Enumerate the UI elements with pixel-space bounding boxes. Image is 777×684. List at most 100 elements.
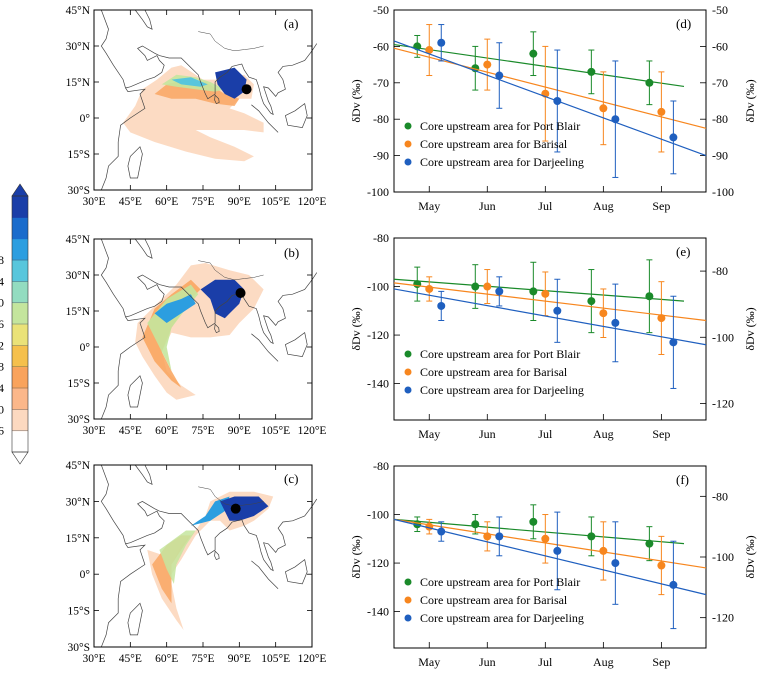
- lat-label: 30°N: [66, 496, 91, 508]
- x-tick-label: May: [418, 427, 440, 441]
- x-tick-label: Sep: [652, 655, 670, 669]
- data-point: [611, 115, 620, 124]
- lon-label: 105°E: [261, 653, 290, 665]
- lat-label: 45°N: [66, 234, 91, 246]
- panel-label: (b): [284, 245, 299, 260]
- lat-label: 15°S: [68, 606, 91, 618]
- lon-label: 105°E: [261, 425, 290, 437]
- data-point: [495, 532, 504, 541]
- lat-label: 30°N: [66, 41, 91, 53]
- lon-label: 90°E: [228, 653, 251, 665]
- legend-label: Core upstream area for Barisal: [420, 365, 568, 379]
- lat-label: 15°S: [68, 378, 91, 390]
- lat-label: 0°: [80, 342, 91, 354]
- colorbar-segment: [12, 238, 28, 261]
- data-point: [587, 532, 596, 541]
- legend-label: Core upstream area for Barisal: [420, 593, 568, 607]
- right-y-tick-label: -90: [712, 149, 728, 163]
- data-point: [587, 67, 596, 76]
- lat-label: 15°N: [66, 306, 91, 318]
- colorbar-segment: [12, 281, 28, 304]
- data-point: [657, 314, 666, 323]
- data-point: [483, 532, 492, 541]
- data-point: [669, 580, 678, 589]
- right-y-tick-label: -120: [712, 396, 734, 410]
- data-point: [611, 559, 620, 568]
- x-tick-label: May: [418, 655, 440, 669]
- africa-arabia-coast: [100, 238, 146, 420]
- data-point: [425, 284, 434, 293]
- madagascar: [127, 602, 143, 636]
- right-y-tick-label: -80: [712, 112, 728, 126]
- upstream-plume: [147, 491, 274, 630]
- y-tick-label: -80: [373, 231, 389, 245]
- y-tick-label: -100: [367, 508, 389, 522]
- right-y-axis-label: δDv (‰): [743, 307, 757, 350]
- colorbar-tick-label: 3.0: [0, 296, 4, 310]
- y-axis-label: δDv (‰): [349, 79, 363, 122]
- data-point: [437, 301, 446, 310]
- legend-marker: [404, 122, 412, 130]
- panel-label: (c): [284, 471, 298, 486]
- right-y-tick-label: -100: [712, 185, 734, 199]
- colorbar-segment: [12, 409, 28, 432]
- colorbar-tick-label: 1.8: [0, 360, 4, 374]
- trend-line: [393, 278, 685, 302]
- trend-line: [393, 40, 707, 157]
- data-point: [599, 309, 608, 318]
- data-point: [599, 104, 608, 113]
- lon-label: 30°E: [82, 425, 105, 437]
- lat-label: 30°S: [68, 185, 91, 197]
- himalaya-outline: [198, 486, 264, 507]
- lat-label: 45°N: [66, 460, 91, 472]
- colorbar-segment: [12, 345, 28, 368]
- panel-label: (d): [676, 16, 691, 31]
- data-point: [657, 107, 666, 116]
- lat-label: 30°S: [68, 642, 91, 654]
- y-tick-label: -120: [367, 328, 389, 342]
- y-axis-label: δDv (‰): [349, 307, 363, 350]
- trend-line: [393, 518, 707, 569]
- x-tick-label: Aug: [593, 427, 614, 441]
- lon-label: 105°E: [261, 196, 290, 208]
- legend-marker: [404, 614, 412, 622]
- data-point: [471, 282, 480, 291]
- coastline: [100, 238, 318, 420]
- data-point: [553, 546, 562, 555]
- lon-label: 75°E: [191, 196, 214, 208]
- himalaya-outline: [198, 31, 264, 52]
- sumatra: [251, 104, 279, 133]
- plume-outer: [147, 491, 274, 630]
- caspian-coast: [134, 238, 153, 259]
- colorbar-tick-label: 1.0: [0, 402, 4, 416]
- lat-label: 15°S: [68, 149, 91, 161]
- africa-arabia-coast: [100, 464, 146, 648]
- station-marker: [241, 84, 252, 95]
- x-tick-label: Jun: [479, 427, 496, 441]
- data-point: [657, 561, 666, 570]
- right-y-axis-label: δDv (‰): [743, 535, 757, 578]
- coastline: [100, 9, 318, 191]
- x-tick-label: Aug: [593, 655, 614, 669]
- data-point: [529, 287, 538, 296]
- plot-frame: [393, 9, 707, 193]
- lat-label: 45°N: [66, 5, 91, 17]
- y-tick-label: -80: [373, 112, 389, 126]
- lon-label: 120°E: [298, 653, 327, 665]
- plume-cyan: [171, 77, 208, 87]
- data-point: [553, 97, 562, 105]
- y-tick-label: -80: [373, 459, 389, 473]
- data-point: [599, 546, 608, 555]
- right-y-tick-label: -80: [712, 264, 728, 278]
- x-tick-label: Jul: [538, 655, 553, 669]
- himalaya-outline: [198, 260, 264, 281]
- y-tick-label: -90: [373, 149, 389, 163]
- x-tick-label: Sep: [652, 199, 670, 213]
- colorbar-segment: [12, 388, 28, 410]
- trend-line: [393, 43, 685, 88]
- data-point: [669, 133, 678, 142]
- coastline: [100, 464, 318, 648]
- lon-label: 60°E: [155, 196, 178, 208]
- asia-coast: [125, 272, 318, 345]
